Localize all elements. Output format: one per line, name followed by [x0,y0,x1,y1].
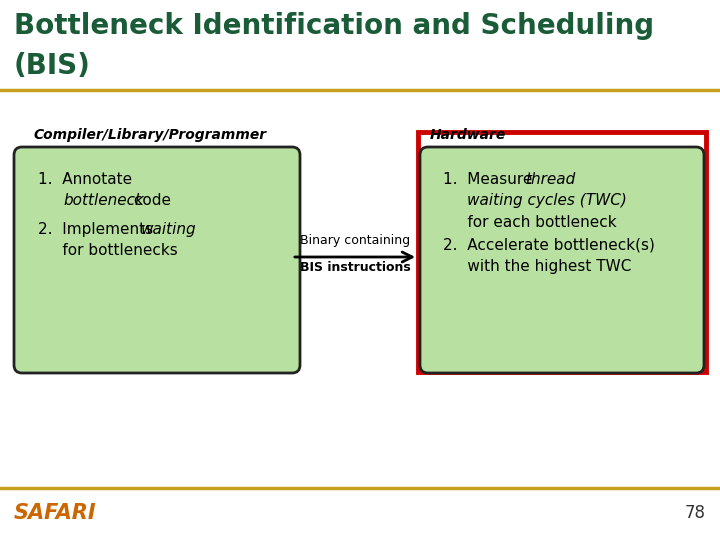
Text: (BIS): (BIS) [14,52,91,80]
FancyBboxPatch shape [420,147,704,373]
Text: waiting: waiting [141,222,197,237]
FancyBboxPatch shape [14,147,300,373]
Text: Binary containing: Binary containing [300,234,410,247]
Text: Bottleneck Identification and Scheduling: Bottleneck Identification and Scheduling [14,12,654,40]
Text: Compiler/Library/Programmer: Compiler/Library/Programmer [34,128,267,142]
Text: thread: thread [525,172,575,187]
Text: bottleneck: bottleneck [63,193,144,208]
Text: SAFARI: SAFARI [14,503,96,523]
Text: 1.  Measure: 1. Measure [443,172,537,187]
Text: code: code [129,193,171,208]
Text: with the highest TWC: with the highest TWC [443,259,631,274]
Text: 2.  Accelerate bottleneck(s): 2. Accelerate bottleneck(s) [443,238,655,253]
Text: waiting cycles (TWC): waiting cycles (TWC) [467,193,627,208]
Text: for each bottleneck: for each bottleneck [443,215,616,230]
Text: Hardware: Hardware [430,128,506,142]
Text: for bottlenecks: for bottlenecks [38,243,178,258]
Text: BIS instructions: BIS instructions [300,261,410,274]
Text: 78: 78 [685,504,706,522]
FancyBboxPatch shape [418,132,706,372]
Text: 1.  Annotate: 1. Annotate [38,172,132,187]
Text: 2.  Implements: 2. Implements [38,222,158,237]
